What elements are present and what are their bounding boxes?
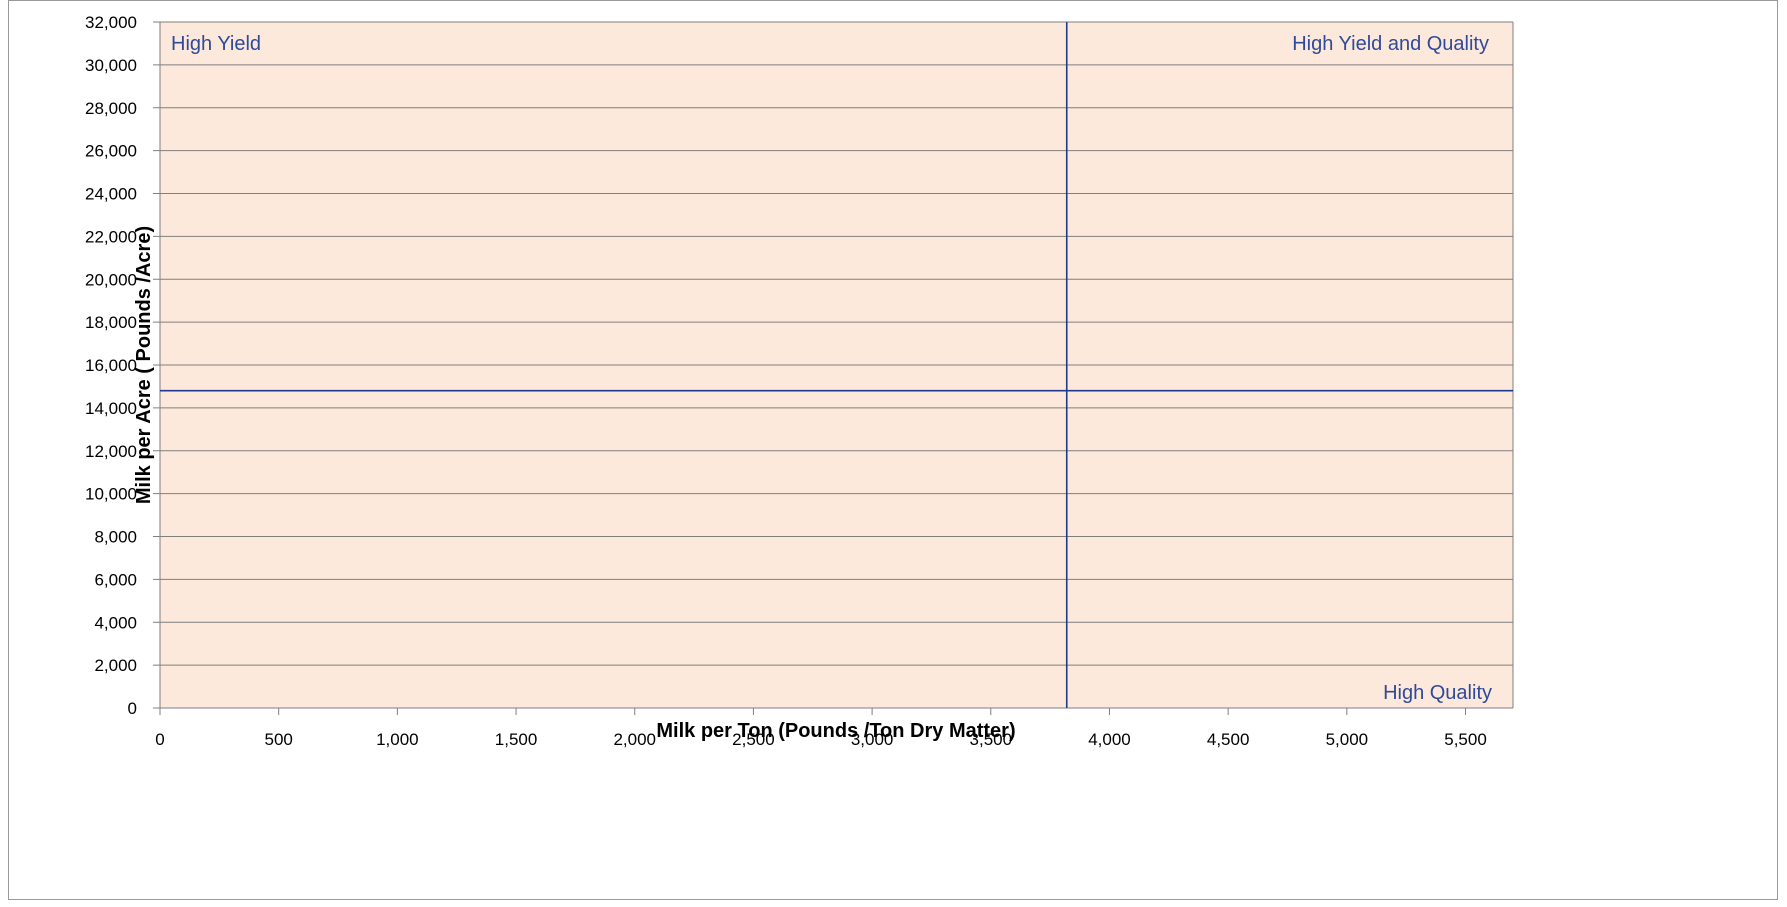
quadrant-label-high-quality: High Quality [1383,682,1492,704]
y-tick-label: 12,000 [85,442,137,461]
y-tick-label: 8,000 [94,528,137,547]
x-tick-label: 2,000 [613,730,656,749]
y-tick-label: 0 [128,699,137,718]
y-tick-label: 2,000 [94,656,137,675]
y-tick-label: 28,000 [85,99,137,118]
x-tick-label: 4,500 [1207,730,1250,749]
y-axis-title: Milk per Acre ( Pounds /Acre) [133,226,155,504]
y-tick-label: 4,000 [94,613,137,632]
x-tick-label: 2,500 [732,730,775,749]
quadrant-label-high-yield: High Yield [171,33,261,55]
x-tick-label: 3,500 [970,730,1013,749]
x-tick-label: 1,500 [495,730,538,749]
quadrant-label-high-yield-and-quality: High Yield and Quality [1292,33,1489,55]
x-axis-title: Milk per Ton (Pounds /Ton Dry Matter) [656,720,1015,742]
y-tick-label: 14,000 [85,399,137,418]
axes [153,21,1513,715]
y-tick-label: 6,000 [94,570,137,589]
x-tick-labels: 0 500 1,000 1,500 2,000 2,500 3,000 3,500 4,000 4… [155,730,1487,749]
reference-lines [160,22,1513,708]
x-tick-label: 5,500 [1444,730,1487,749]
y-tick-label: 10,000 [85,485,137,504]
x-tick-label: 3,000 [851,730,894,749]
y-tick-label: 24,000 [85,185,137,204]
gridlines [160,21,1514,708]
y-tick-label: 22,000 [85,227,137,246]
x-tick-label: 500 [264,730,292,749]
x-tick-label: 4,000 [1088,730,1131,749]
y-tick-label: 20,000 [85,270,137,289]
y-tick-label: 16,000 [85,356,137,375]
y-tick-label: 18,000 [85,313,137,332]
x-tick-label: 0 [155,730,164,749]
x-tick-label: 1,000 [376,730,419,749]
y-tick-label: 32,000 [85,13,137,32]
x-tick-label: 5,000 [1326,730,1369,749]
y-tick-label: 30,000 [85,56,137,75]
y-tick-labels: 0 2,000 4,000 6,000 8,000 10,000 12,000 14,000 1… [85,13,137,718]
y-tick-label: 26,000 [85,142,137,161]
